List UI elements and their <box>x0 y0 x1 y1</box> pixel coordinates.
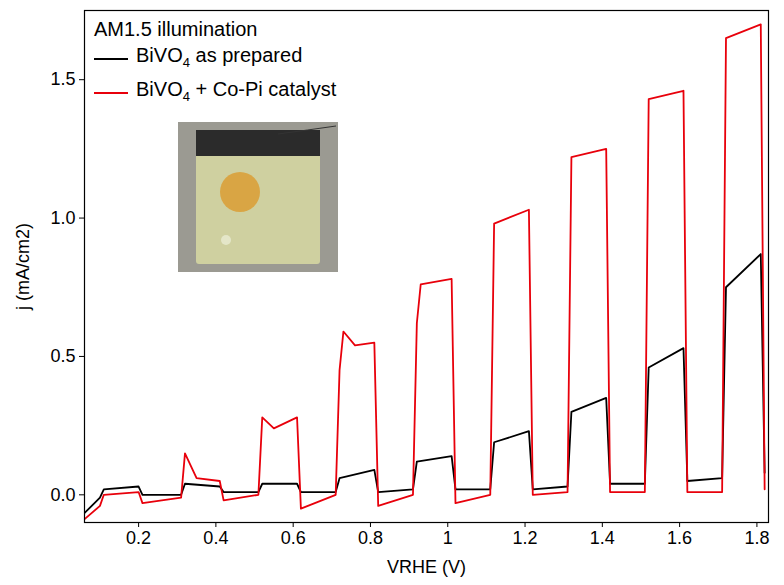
svg-text:1.2: 1.2 <box>513 528 538 548</box>
svg-text:1: 1 <box>443 528 453 548</box>
svg-text:1.5: 1.5 <box>50 69 75 89</box>
svg-text:0.8: 0.8 <box>358 528 383 548</box>
svg-text:0.0: 0.0 <box>50 485 75 505</box>
html-text:B i V O4 a s p r e p a r e d: B i V O4 a s p r e p a r e d <box>136 44 303 70</box>
svg-text:1.8: 1.8 <box>744 528 769 548</box>
html-text:AM1.5 illumination: AM1.5 illumination <box>94 18 258 40</box>
svg-text:0.6: 0.6 <box>281 528 306 548</box>
svg-text:VRHE (V): VRHE (V) <box>387 557 466 577</box>
svg-text:j (mA/cm2): j (mA/cm2) <box>13 223 33 311</box>
svg-text:0.4: 0.4 <box>203 528 228 548</box>
svg-text:0.2: 0.2 <box>126 528 151 548</box>
svg-text:1.6: 1.6 <box>667 528 692 548</box>
svg-text:1.0: 1.0 <box>50 208 75 228</box>
html-text:B i V O4 + C o - P i c a t a l: B i V O4 + C o - P i c a t a l y s t <box>136 78 337 104</box>
svg-text:1.4: 1.4 <box>590 528 615 548</box>
svg-text:0.5: 0.5 <box>50 346 75 366</box>
